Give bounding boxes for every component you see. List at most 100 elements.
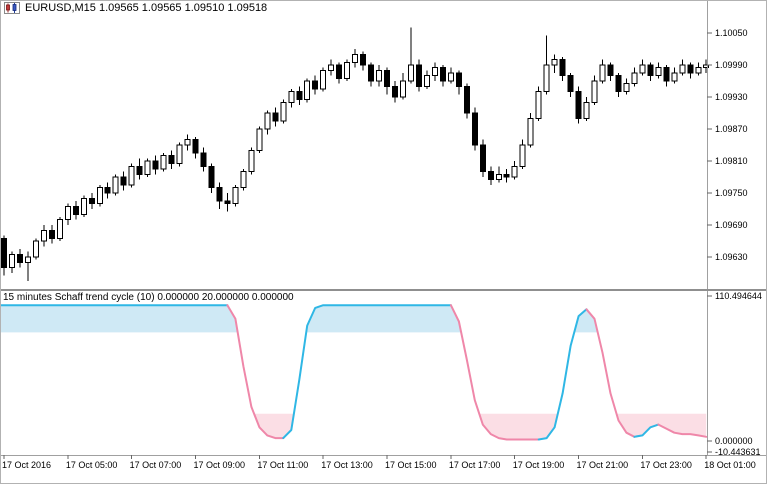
candle xyxy=(463,85,470,114)
candle xyxy=(208,165,215,189)
candle xyxy=(48,229,55,239)
candle xyxy=(168,155,175,165)
time-axis[interactable]: 17 Oct 2016 17 Oct 05:00 17 Oct 07:00 17 Oc… xyxy=(2,455,756,470)
candle xyxy=(431,67,438,77)
candle xyxy=(423,75,430,87)
candle xyxy=(455,72,462,87)
candle xyxy=(336,64,343,79)
candle xyxy=(591,80,598,103)
candle xyxy=(328,64,335,71)
indicator-tick-label: 0.000000 xyxy=(715,436,753,446)
time-label: 17 Oct 13:00 xyxy=(321,460,373,470)
candle xyxy=(176,144,183,165)
candle xyxy=(184,139,191,146)
stc-lower-fill xyxy=(254,413,707,440)
time-label: 17 Oct 15:00 xyxy=(385,460,437,470)
candle xyxy=(599,64,606,82)
candle xyxy=(400,80,406,98)
candle xyxy=(280,101,287,122)
candle xyxy=(551,59,558,66)
candle xyxy=(607,64,614,77)
time-label: 17 Oct 09:00 xyxy=(194,460,246,470)
candle xyxy=(647,64,654,77)
stc-line-segment xyxy=(657,423,707,438)
candle xyxy=(304,80,311,101)
candle xyxy=(120,176,127,186)
candle xyxy=(136,165,143,175)
candle xyxy=(1,237,7,269)
stc-line-segment xyxy=(537,308,588,441)
candle xyxy=(104,187,111,194)
indicator-tick-label: -10.443631 xyxy=(715,447,761,457)
stc-line-segment xyxy=(449,304,540,441)
price-tick-label: 1.09870 xyxy=(715,124,748,134)
time-label: 17 Oct 05:00 xyxy=(66,460,118,470)
candle xyxy=(368,64,375,82)
candle xyxy=(703,64,710,69)
candle xyxy=(320,69,327,90)
candle xyxy=(256,128,263,151)
indicator-axis[interactable]: 110.494644 0.000000-10.443631 xyxy=(707,291,762,457)
candle xyxy=(447,72,454,82)
candle xyxy=(408,64,414,82)
stc-upper-fill xyxy=(0,305,598,333)
candle xyxy=(272,112,279,122)
candle xyxy=(192,139,199,154)
candle xyxy=(288,91,295,103)
stc-line-segment xyxy=(282,304,452,440)
candle xyxy=(695,67,702,74)
candle xyxy=(479,144,486,173)
candle xyxy=(64,205,71,221)
candle xyxy=(24,256,31,263)
candle xyxy=(655,67,662,77)
candle xyxy=(88,197,95,205)
candle xyxy=(495,173,502,181)
candle xyxy=(232,187,239,205)
candle xyxy=(503,173,510,178)
candle xyxy=(623,83,630,93)
candle xyxy=(487,171,494,181)
time-label: 17 Oct 19:00 xyxy=(513,460,565,470)
candle xyxy=(96,187,103,205)
panel-splitter[interactable] xyxy=(0,289,767,291)
indicator-tick-label: 110.494644 xyxy=(715,291,762,301)
candle xyxy=(615,75,622,93)
time-label: 17 Oct 17:00 xyxy=(449,460,501,470)
candle xyxy=(663,67,670,82)
candle xyxy=(519,144,526,167)
price-tick-label: 1.09690 xyxy=(715,220,748,230)
time-label: 17 Oct 2016 xyxy=(2,460,51,470)
candle xyxy=(671,72,678,82)
candle xyxy=(40,229,47,242)
stc-line-segment xyxy=(633,423,660,438)
candle xyxy=(200,152,207,167)
candle xyxy=(511,165,518,178)
candle xyxy=(416,64,422,87)
price-axis[interactable]: 1.10050 1.09990 1.09930 1.09870 1.09810 1.097… xyxy=(707,28,748,262)
candle xyxy=(72,205,79,215)
candle xyxy=(352,53,359,63)
candle xyxy=(144,160,151,175)
candle xyxy=(32,240,39,258)
time-label: 17 Oct 11:00 xyxy=(257,460,308,470)
candle xyxy=(264,112,271,130)
candle xyxy=(527,117,534,146)
candle xyxy=(128,165,135,186)
candle xyxy=(152,160,159,170)
stc-line-segment xyxy=(585,308,636,438)
stc-indicator-panel[interactable] xyxy=(0,291,707,455)
candle xyxy=(296,91,303,101)
price-chart[interactable] xyxy=(1,27,710,281)
candle xyxy=(224,200,231,205)
candle xyxy=(631,72,638,85)
candle xyxy=(567,75,574,93)
time-label: 17 Oct 07:00 xyxy=(130,460,182,470)
candle xyxy=(543,64,550,93)
candle xyxy=(9,253,15,269)
candle xyxy=(240,171,247,189)
candle xyxy=(471,112,478,146)
time-label: 17 Oct 21:00 xyxy=(577,460,629,470)
candle xyxy=(376,69,383,82)
candle xyxy=(439,67,446,82)
